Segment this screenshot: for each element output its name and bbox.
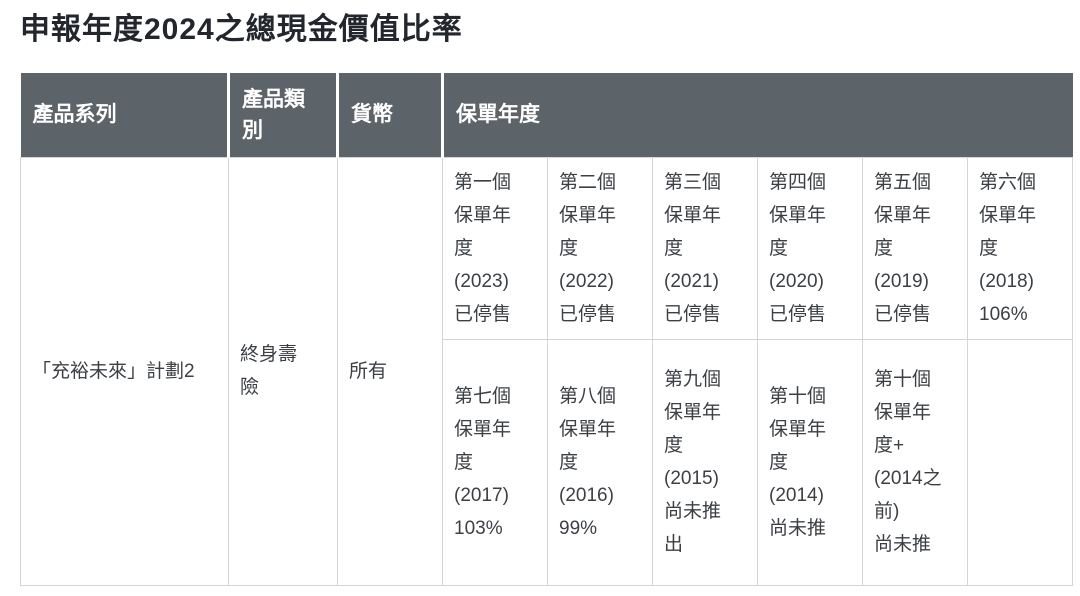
cell-policy-year-10: 第十個 保單年 度 (2014) 尚未推	[757, 338, 863, 586]
cell-product-category: 終身壽 險	[228, 156, 338, 586]
table-row-policy-1: 「充裕未來」計劃2 終身壽 險 所有 第一個 保單年 度 (2023) 已停售 …	[20, 156, 1073, 586]
cell-policy-year-5: 第五個 保單年 度 (2019) 已停售	[862, 156, 968, 340]
header-row: 產品系列 產品類 別 貨幣 保單年度	[20, 73, 1073, 157]
cell-policy-year-7: 第七個 保單年 度 (2017) 103%	[442, 338, 548, 586]
cell-policy-year-4: 第四個 保單年 度 (2020) 已停售	[757, 156, 863, 340]
cell-policy-year-1: 第一個 保單年 度 (2023) 已停售	[442, 156, 548, 340]
cell-policy-year-10-plus: 第十個 保單年 度+ (2014之 前) 尚未推	[862, 338, 968, 586]
table-row-policy-2: 第七個 保單年 度 (2017) 103% 第八個 保單年 度 (2016) 9…	[21, 338, 1073, 586]
page-title: 申報年度2024之總現金價值比率	[20, 13, 463, 46]
cell-product-series: 「充裕未來」計劃2	[20, 156, 229, 586]
cell-policy-year-3: 第三個 保單年 度 (2021) 已停售	[652, 156, 758, 340]
cell-policy-year-9: 第九個 保單年 度 (2015) 尚未推 出	[652, 338, 758, 586]
cell-policy-year-2: 第二個 保單年 度 (2022) 已停售	[547, 156, 653, 340]
column-header-policy-year: 保單年度	[442, 73, 1073, 157]
cash-value-ratio-table: 產品系列 產品類 別 貨幣 保單年度 「充裕未來」計劃2 終身壽 險 所有 第一…	[20, 73, 1073, 586]
column-header-product-series: 產品系列	[20, 73, 230, 157]
column-header-product-category: 產品類 別	[228, 73, 339, 157]
cell-policy-year-empty	[967, 338, 1073, 586]
column-header-currency: 貨幣	[337, 73, 444, 157]
cell-policy-year-8: 第八個 保單年 度 (2016) 99%	[547, 338, 653, 586]
cell-policy-year-6: 第六個 保單年 度 (2018) 106%	[967, 156, 1073, 340]
cell-currency: 所有	[337, 156, 443, 586]
